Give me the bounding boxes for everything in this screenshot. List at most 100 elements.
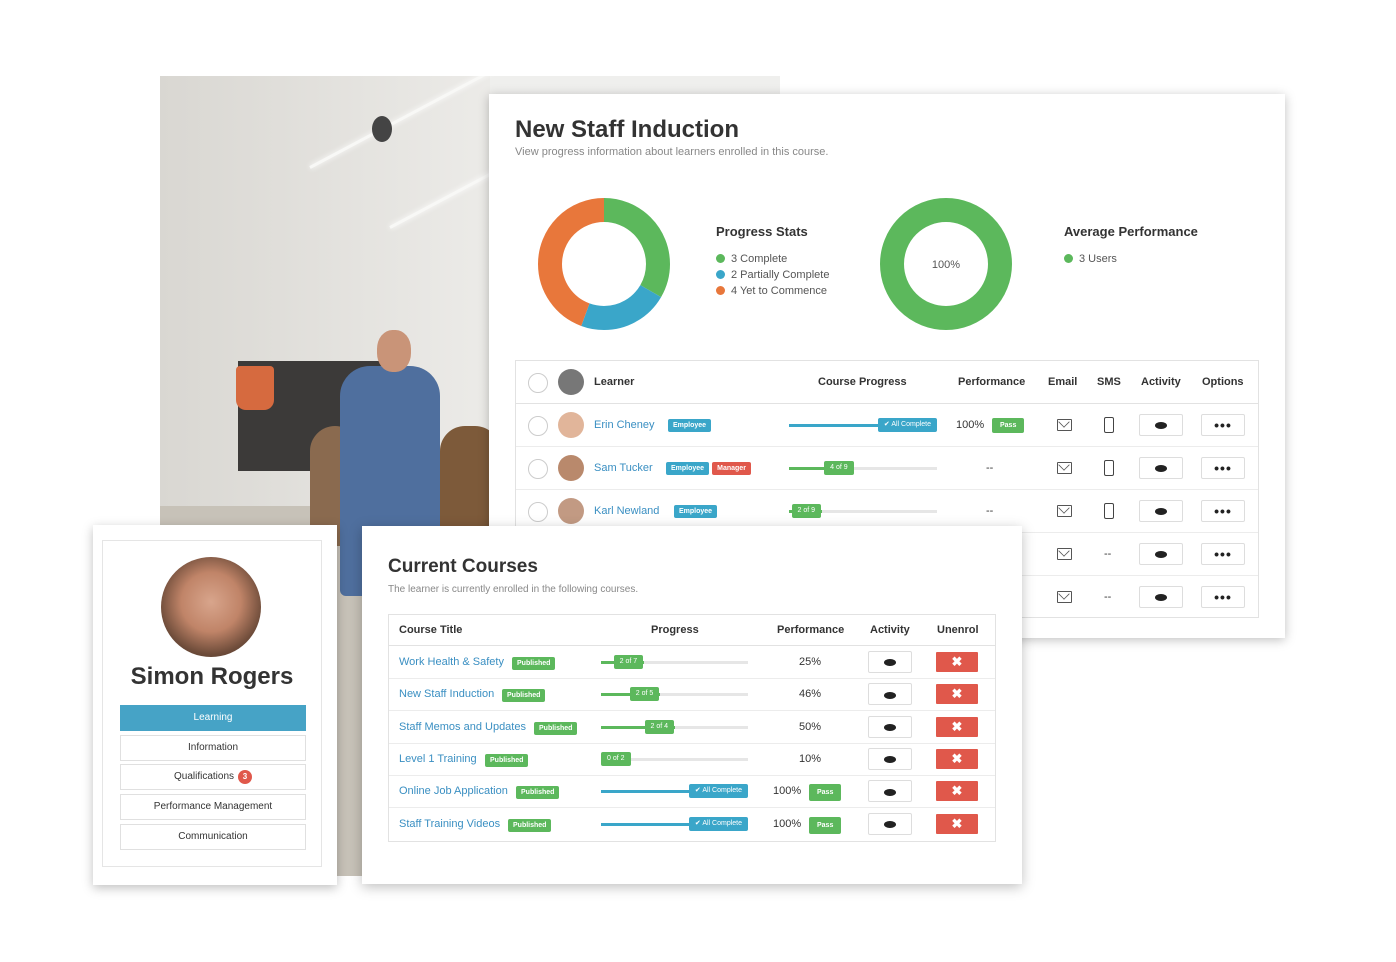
view-activity-button[interactable]: [868, 812, 912, 835]
view-activity-button[interactable]: [1139, 414, 1183, 436]
eye-icon: [1155, 422, 1167, 430]
row-checkbox[interactable]: [528, 502, 548, 522]
sms-value: --: [1104, 591, 1112, 603]
eye-icon: [884, 723, 896, 731]
course-title-link[interactable]: Online Job Application: [399, 785, 508, 798]
learner-name[interactable]: Sam Tucker: [594, 462, 653, 474]
photo-speaker: [372, 116, 392, 142]
learner-row[interactable]: Sam Tucker Employee Manager 4 of 9 -- ••…: [516, 447, 1258, 490]
unenrol-button[interactable]: ✖: [936, 716, 978, 737]
unenrol-button[interactable]: ✖: [936, 781, 978, 802]
options-button[interactable]: •••: [1201, 586, 1245, 608]
menu-qualifications[interactable]: Qualifications 3: [120, 764, 306, 790]
course-title-link[interactable]: Staff Training Videos: [399, 817, 501, 830]
header-course-progress[interactable]: Course Progress: [818, 376, 907, 388]
phone-icon[interactable]: [1104, 460, 1114, 476]
unenrol-button[interactable]: ✖: [936, 748, 978, 769]
learner-name[interactable]: Erin Cheney: [594, 419, 655, 431]
header-course-title[interactable]: Course Title: [399, 624, 463, 636]
performance-value: 46%: [799, 688, 822, 701]
header-unenrol: Unenrol: [937, 624, 979, 636]
photo-lamp: [236, 366, 274, 410]
row-checkbox[interactable]: [528, 459, 548, 479]
role-badge: Employee: [674, 504, 718, 518]
mail-icon[interactable]: [1057, 548, 1072, 560]
average-performance-heading: Average Performance: [1064, 224, 1198, 239]
course-progress-bar: 0 of 2: [601, 751, 748, 766]
average-performance-value: 100%: [932, 259, 960, 271]
course-title-link[interactable]: New Staff Induction: [399, 688, 495, 701]
options-button[interactable]: •••: [1201, 457, 1245, 479]
average-performance-donut: 100%: [880, 198, 1012, 330]
pass-badge: Pass: [809, 784, 842, 802]
course-title-link[interactable]: Staff Memos and Updates: [399, 720, 526, 733]
course-row[interactable]: Staff Training Videos Published ✔ All Comp…: [389, 808, 995, 840]
mail-icon[interactable]: [1057, 419, 1072, 431]
performance-value: 100%: [773, 785, 802, 798]
menu-communication[interactable]: Communication: [120, 824, 306, 850]
header-performance[interactable]: Performance: [958, 376, 1026, 388]
course-row[interactable]: New Staff Induction Published 2 of 5 46% ✖: [389, 678, 995, 712]
menu-performance-management[interactable]: Performance Management: [120, 794, 306, 820]
learner-row[interactable]: Karl Newland Employee 2 of 9 -- •••: [516, 490, 1258, 533]
average-performance-legend: Average Performance 3 Users: [1064, 224, 1198, 267]
learner-row[interactable]: -- •••: [516, 576, 1258, 618]
course-row[interactable]: Staff Memos and Updates Published 2 of 4 50…: [389, 711, 995, 744]
menu-learning[interactable]: Learning: [120, 705, 306, 731]
course-title-link[interactable]: Work Health & Safety: [399, 656, 504, 668]
view-activity-button[interactable]: [868, 715, 912, 738]
course-progress-bar: 2 of 4: [601, 719, 748, 734]
options-button[interactable]: •••: [1201, 500, 1245, 522]
unenrol-button[interactable]: ✖: [936, 813, 978, 834]
performance-value: 50%: [799, 720, 822, 733]
learner-row[interactable]: Erin Cheney Employee ✔ All Complete 100%…: [516, 404, 1258, 447]
learner-badges: Employee: [668, 404, 712, 446]
performance-value: 100%: [956, 419, 985, 431]
unenrol-button[interactable]: ✖: [936, 652, 978, 672]
orange-dot-icon: [716, 286, 725, 295]
published-badge: Published: [516, 786, 560, 800]
sms-value: --: [1104, 548, 1112, 560]
view-activity-button[interactable]: [868, 683, 912, 706]
unenrol-button[interactable]: ✖: [936, 684, 978, 705]
eye-icon: [884, 788, 896, 796]
mail-icon[interactable]: [1057, 505, 1072, 517]
options-button[interactable]: •••: [1201, 414, 1245, 436]
pass-badge: Pass: [992, 417, 1025, 433]
eye-icon: [1155, 594, 1167, 602]
header-performance[interactable]: Performance: [777, 624, 845, 636]
row-checkbox[interactable]: [528, 416, 548, 436]
header-learner[interactable]: Learner: [594, 376, 635, 388]
view-activity-button[interactable]: [1139, 543, 1183, 565]
course-title-link[interactable]: Level 1 Training: [399, 752, 477, 765]
view-activity-button[interactable]: [868, 780, 912, 803]
phone-icon[interactable]: [1104, 417, 1114, 433]
page-subtitle: View progress information about learners…: [515, 146, 829, 158]
mail-icon[interactable]: [1057, 591, 1072, 603]
select-all-checkbox[interactable]: [528, 373, 548, 393]
header-options: Options: [1202, 376, 1244, 388]
view-activity-button[interactable]: [1139, 457, 1183, 479]
mail-icon[interactable]: [1057, 462, 1072, 474]
published-badge: Published: [508, 818, 552, 832]
options-button[interactable]: •••: [1201, 543, 1245, 565]
learner-name[interactable]: Karl Newland: [594, 505, 660, 517]
course-row[interactable]: Level 1 Training Published 0 of 2 10% ✖: [389, 743, 995, 776]
view-activity-button[interactable]: [1139, 586, 1183, 608]
course-row[interactable]: Work Health & Safety Published 2 of 7 25% ✖: [389, 646, 995, 679]
courses-table-header: Course Title Progress Performance Activi…: [389, 615, 995, 646]
header-activity: Activity: [1141, 376, 1181, 388]
progress-label: 2 of 5: [629, 687, 660, 702]
avatar-placeholder: [558, 369, 584, 395]
progress-stats-donut: [538, 198, 670, 330]
progress-fill: [789, 467, 855, 470]
view-activity-button[interactable]: [868, 651, 912, 673]
header-sms: SMS: [1097, 376, 1121, 388]
progress-stats-heading: Progress Stats: [716, 224, 808, 239]
view-activity-button[interactable]: [1139, 500, 1183, 522]
phone-icon[interactable]: [1104, 503, 1114, 519]
header-progress[interactable]: Progress: [651, 624, 699, 636]
menu-information[interactable]: Information: [120, 735, 306, 761]
course-row[interactable]: Online Job Application Published ✔ All Com…: [389, 775, 995, 809]
view-activity-button[interactable]: [868, 747, 912, 770]
